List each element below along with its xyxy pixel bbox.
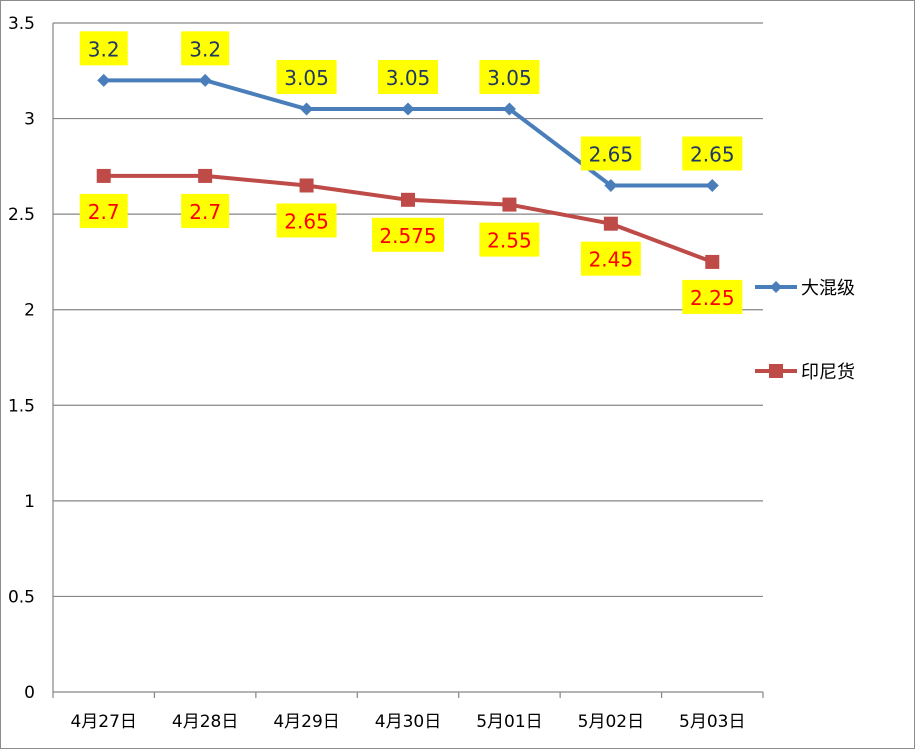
x-tick-label: 4月28日 [172, 712, 238, 732]
gridlines [53, 22, 763, 598]
data-point-marker [299, 178, 314, 193]
data-label-bg [580, 136, 641, 171]
data-label: 3.05 [284, 66, 329, 90]
data-point-marker [401, 192, 415, 207]
data-label: 2.7 [189, 200, 221, 224]
data-label: 2.45 [589, 248, 634, 272]
data-label-bg [276, 60, 337, 95]
data-point-marker [401, 102, 415, 116]
y-tick-label: 1.5 [8, 396, 35, 416]
data-label-bg [682, 279, 743, 314]
x-tick-label: 5月02日 [578, 712, 644, 732]
x-tick-label: 4月30日 [375, 712, 441, 732]
data-label-bg [276, 203, 337, 238]
data-label-bg [479, 60, 540, 95]
y-tick-label: 0.5 [8, 587, 35, 607]
data-label: 2.7 [88, 200, 120, 224]
data-point-marker [705, 254, 720, 269]
data-label: 3.05 [386, 66, 431, 90]
data-point-marker [705, 178, 719, 192]
data-label-bg [372, 217, 444, 252]
series-group [96, 73, 720, 269]
y-tick-label: 1 [24, 492, 35, 512]
data-label: 2.65 [284, 209, 329, 233]
data-point-marker [604, 178, 618, 192]
y-tick-label: 3 [24, 110, 35, 130]
data-label-bg [181, 193, 230, 228]
data-point-marker [502, 197, 517, 212]
x-tick-label: 5月03日 [679, 712, 745, 732]
data-point-marker [300, 102, 314, 116]
data-label-bg [79, 31, 128, 66]
axes: 0 0.5 1 1.5 2 2.5 3 3.5 4月27日 4月28日 4月29日 4月30日 5月01… [8, 14, 764, 732]
data-label: 3.05 [487, 66, 532, 90]
data-label-bg [181, 31, 230, 66]
data-label: 2.65 [690, 142, 735, 166]
data-label: 2.25 [690, 286, 735, 310]
data-label-bg [682, 136, 743, 171]
data-point-marker [96, 168, 111, 183]
data-labels: 3.2 3.2 3.05 3.05 3.05 2.65 2.65 2.7 2.7 2.65 2.57… [79, 31, 743, 314]
x-tick-label: 5月01日 [476, 712, 542, 732]
data-label: 2.575 [379, 224, 436, 248]
data-label-bg [580, 241, 641, 276]
data-label-bg [79, 193, 128, 228]
y-tick-label: 0 [24, 683, 35, 703]
x-tick-label: 4月29日 [273, 712, 339, 732]
data-label-bg [378, 60, 438, 95]
data-label: 2.55 [487, 229, 532, 253]
legend-marker [770, 281, 782, 293]
legend-marker [769, 364, 783, 378]
y-tick-label: 2 [24, 301, 35, 321]
data-label: 3.2 [189, 37, 221, 61]
data-label-bg [479, 222, 540, 257]
legend-label: 大混级 [801, 278, 855, 299]
y-tick-label: 2.5 [8, 205, 35, 225]
legend-label: 印尼货 [801, 362, 855, 383]
x-tick-label: 4月27日 [70, 712, 136, 732]
data-point-marker [603, 216, 618, 231]
data-label: 3.2 [88, 37, 120, 61]
data-point-marker [198, 168, 213, 183]
y-tick-label: 3.5 [8, 14, 35, 34]
data-point-marker [97, 73, 111, 87]
data-point-marker [502, 102, 516, 116]
data-point-marker [198, 73, 212, 87]
data-label: 2.65 [589, 142, 634, 166]
